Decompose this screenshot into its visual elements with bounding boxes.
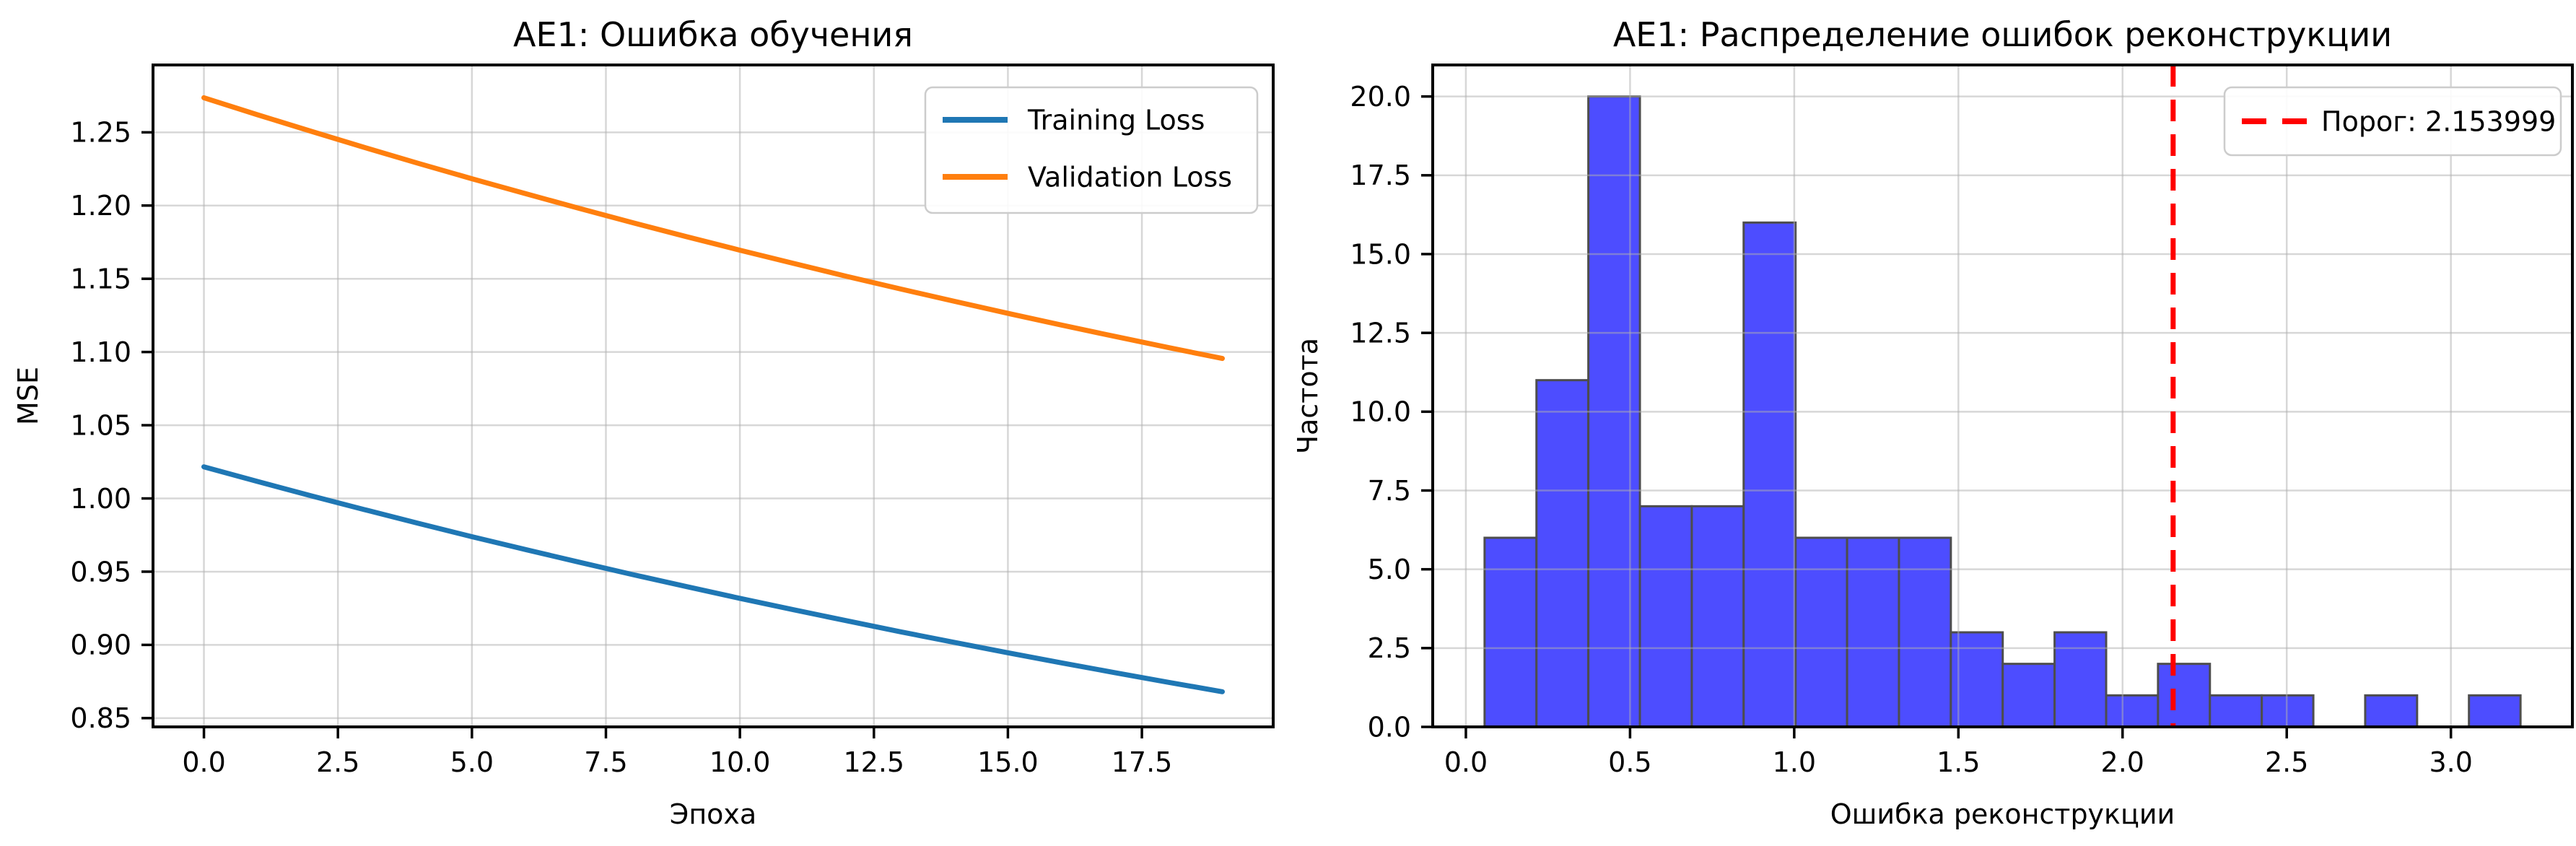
legend-threshold-label: Порог: 2.153999 [2321, 105, 2556, 137]
histogram-bar [1690, 505, 1745, 728]
x-tick-label: 7.5 [584, 746, 627, 778]
histogram-bar [1898, 536, 1952, 728]
histogram-bar [2053, 631, 2108, 728]
histogram-bar [1638, 505, 1693, 728]
x-tick-label: 3.0 [2429, 746, 2472, 778]
y-tick-label: 7.5 [1368, 475, 1411, 507]
x-tick-label: 12.5 [843, 746, 904, 778]
x-axis-label: Эпоха [670, 798, 756, 830]
x-tick-label: 5.0 [450, 746, 494, 778]
histogram-bar [2001, 663, 2056, 728]
y-tick-label: 0.0 [1368, 711, 1411, 743]
y-tick-label: 5.0 [1368, 554, 1411, 585]
legend-label: Validation Loss [1028, 161, 1232, 193]
legend-label: Training Loss [1027, 104, 1205, 136]
y-tick-label: 2.5 [1368, 632, 1411, 664]
y-axis-label: Частота [1292, 338, 1324, 454]
y-tick-label: 1.15 [70, 263, 131, 295]
x-tick-label: 2.5 [316, 746, 359, 778]
legend-box [924, 86, 1259, 214]
axes-spines [152, 64, 1275, 728]
y-tick-label: 0.90 [70, 629, 131, 661]
x-axis-label: Ошибка реконструкции [1830, 798, 2175, 830]
legend-box [2223, 86, 2562, 157]
y-tick-label: 0.85 [70, 702, 131, 734]
y-tick-label: 1.20 [70, 190, 131, 222]
x-tick-label: 2.0 [2101, 746, 2144, 778]
histogram-bar [1483, 536, 1538, 728]
histogram-bar [2468, 694, 2522, 728]
chart-title: AE1: Распределение ошибок реконструкции [1613, 15, 2392, 54]
histogram-bar [1794, 536, 1848, 728]
histogram-bar [2157, 663, 2212, 728]
y-tick-label: 0.95 [70, 556, 131, 588]
y-tick-label: 10.0 [1350, 396, 1411, 428]
histogram-bar [2105, 694, 2160, 728]
loss-curve [201, 95, 1225, 362]
y-tick-label: 20.0 [1350, 81, 1411, 113]
histogram-bar [2364, 694, 2419, 728]
histogram-bar [1846, 536, 1900, 728]
y-tick-label: 1.05 [70, 409, 131, 441]
x-tick-label: 17.5 [1112, 746, 1173, 778]
x-tick-label: 10.0 [710, 746, 771, 778]
y-tick-label: 1.10 [70, 336, 131, 368]
histogram-bar [1742, 221, 1797, 728]
x-tick-label: 15.0 [977, 746, 1039, 778]
chart-title: AE1: Ошибка обучения [513, 15, 913, 54]
x-tick-label: 0.5 [1608, 746, 1651, 778]
x-tick-label: 1.5 [1937, 746, 1980, 778]
x-tick-label: 1.0 [1773, 746, 1816, 778]
histogram-bar [1535, 379, 1590, 728]
x-tick-label: 0.0 [1444, 746, 1488, 778]
y-tick-label: 17.5 [1350, 160, 1411, 191]
x-tick-label: 2.5 [2265, 746, 2308, 778]
y-tick-label: 12.5 [1350, 317, 1411, 349]
y-axis-label: MSE [12, 367, 44, 425]
y-tick-label: 15.0 [1350, 238, 1411, 270]
x-tick-label: 0.0 [182, 746, 225, 778]
y-tick-label: 1.25 [70, 117, 131, 149]
y-tick-label: 1.00 [70, 483, 131, 515]
histogram-bar [2209, 694, 2263, 728]
loss-curve [201, 464, 1225, 694]
axes-spines [1431, 64, 2574, 728]
